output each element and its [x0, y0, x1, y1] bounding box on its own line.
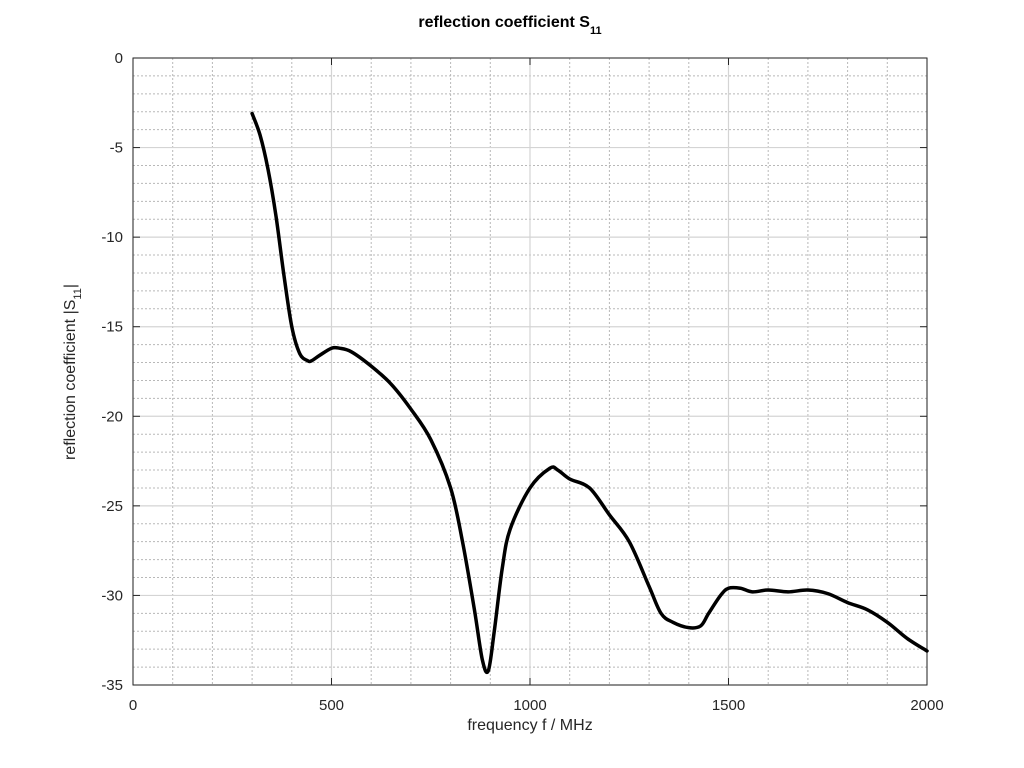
y-tick-label: -10	[101, 229, 123, 246]
x-axis-label: frequency f / MHz	[467, 717, 592, 734]
chart-title-text: reflection coefficient S	[418, 14, 590, 31]
y-tick-label: -25	[101, 498, 123, 515]
x-tick-label: 1000	[513, 697, 546, 714]
chart-title-subscript: 11	[590, 25, 602, 37]
y-axis-label-prefix: reflection coefficient |S	[62, 300, 79, 460]
y-tick-label: -15	[101, 319, 123, 336]
y-axis-label: reflection coefficient |S11|	[62, 284, 84, 460]
x-tick-label: 2000	[910, 697, 943, 714]
y-tick-label: -35	[101, 677, 123, 694]
series-line-s11	[250, 111, 929, 675]
chart-title: reflection coefficient S11	[418, 14, 601, 37]
y-tick-label: 0	[115, 50, 123, 67]
y-tick-label: -20	[101, 408, 123, 425]
y-tick-label: -5	[110, 140, 123, 157]
x-tick-label: 500	[319, 697, 344, 714]
tick-labels: 0 500 1000 1500 2000 0 -5 -10 -15 -20 -25 -30 -35	[101, 50, 943, 714]
y-axis-label-subscript: 11	[72, 288, 84, 299]
x-tick-label: 1500	[712, 697, 745, 714]
y-tick-label: -30	[101, 587, 123, 604]
x-tick-label: 0	[129, 697, 137, 714]
ticks	[132, 57, 928, 686]
y-axis-label-suffix: |	[62, 284, 79, 288]
